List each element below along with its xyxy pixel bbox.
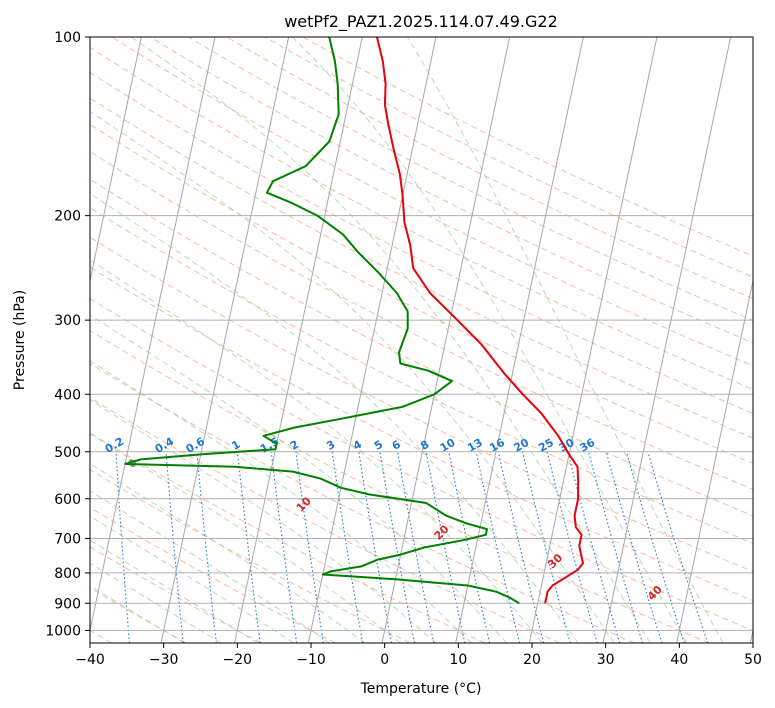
skewed-isotherms — [90, 37, 753, 643]
dewpoint-profile-line — [124, 37, 520, 605]
isotherm-line — [381, 37, 511, 643]
dry-adiabat-line — [90, 506, 336, 643]
dry-adiabat-line — [90, 469, 411, 643]
plot-frame — [89, 36, 754, 644]
mixing-ratio-line — [397, 451, 435, 643]
mixing-ratio-line — [270, 451, 298, 643]
y-tick-label: 400 — [54, 387, 81, 403]
y-tick-label: 700 — [54, 532, 81, 548]
x-tick-label: 20 — [523, 652, 541, 668]
x-tick-label: −20 — [223, 652, 253, 668]
mixing-ratio-line — [196, 451, 217, 643]
sounding-profiles — [124, 37, 584, 605]
y-tick-label: 100 — [54, 30, 81, 46]
dry-adiabat-line — [90, 207, 753, 544]
y-tick-label: 500 — [54, 445, 81, 461]
dry-adiabat-line — [90, 362, 635, 643]
plot-area: 0.20.40.611.523456810131620253036-100-90… — [90, 37, 753, 643]
moist-adiabat-line — [90, 562, 222, 643]
isotherm-line — [455, 37, 584, 643]
mixing-ratio-line — [497, 451, 545, 643]
moist-adiabat-line — [90, 433, 401, 643]
moist-adiabat-line — [90, 360, 472, 643]
moist-adiabat-line — [90, 585, 185, 643]
moist-adiabat-line — [90, 110, 615, 643]
mixing-ratio-line — [379, 451, 416, 643]
moist-adiabat-line — [130, 37, 651, 643]
y-axis-ticks: 100 200 300 400 500 600 700 800 900 1000 — [45, 30, 90, 639]
mixing-ratio-line — [236, 451, 261, 643]
dry-adiabat-line — [111, 37, 753, 367]
moist-adiabat-line — [90, 539, 258, 643]
mixing-ratio-line — [522, 451, 571, 643]
isotherm-line — [602, 37, 732, 643]
isobar-gridlines — [90, 37, 753, 631]
y-tick-label: 200 — [54, 209, 81, 225]
x-tick-label: −30 — [149, 652, 179, 668]
moist-adiabat-line — [90, 399, 437, 643]
dry-adiabat-line — [90, 178, 753, 517]
dry-adiabat-line — [90, 46, 753, 390]
mixing-ratio-line — [475, 451, 521, 643]
isotherm-line — [234, 37, 363, 643]
isotherm-line — [528, 37, 658, 643]
x-tick-label: −40 — [75, 652, 105, 668]
y-axis-label: Pressure (hPa) — [12, 290, 28, 390]
isotherm-line — [90, 37, 216, 633]
mixing-ratio-line — [625, 451, 685, 643]
dry-adiabat-line — [90, 297, 753, 631]
mixing-ratio-line — [425, 451, 466, 643]
isotherm-line — [90, 37, 142, 284]
y-tick-label: 800 — [54, 566, 81, 582]
x-axis-ticks: −40 −30 −20 −10 0 10 20 30 40 50 — [75, 643, 762, 668]
x-tick-label: 40 — [670, 652, 688, 668]
dry-adiabat-line — [226, 37, 753, 300]
mixing-ratio-line — [647, 451, 709, 643]
dry-adiabat-line — [90, 397, 560, 643]
moist-adiabat-line — [406, 37, 724, 643]
moist-adiabat-line — [90, 463, 366, 643]
x-tick-label: 0 — [380, 652, 389, 668]
x-axis-label: Temperature (°C) — [360, 681, 482, 697]
mixing-ratio-line — [546, 451, 598, 643]
y-tick-label: 900 — [54, 596, 81, 612]
mixing-ratio-line — [295, 451, 324, 643]
y-tick-label: 1000 — [45, 623, 81, 639]
isotherm-line — [160, 37, 290, 643]
isotherm-line — [676, 278, 753, 643]
mixing-ratio-line — [605, 451, 663, 643]
dry-adiabat-line — [90, 123, 753, 464]
dry-adiabat-line — [90, 587, 187, 643]
moist-adiabat-line — [90, 192, 579, 643]
x-tick-label: 50 — [744, 652, 762, 668]
temperature-profile-line — [376, 37, 584, 604]
y-tick-label: 300 — [54, 313, 81, 329]
y-tick-label: 600 — [54, 492, 81, 508]
moist-adiabat-line — [90, 490, 330, 643]
x-tick-label: 30 — [597, 652, 615, 668]
dry-adiabat-line — [90, 266, 753, 602]
isotherm-line — [307, 37, 437, 643]
moist-adiabat-line — [90, 259, 543, 643]
mixing-ratio-line — [165, 451, 184, 643]
mixing-ratio-line — [587, 451, 644, 643]
chart-title: wetPf2_PAZ1.2025.114.07.49.G22 — [284, 12, 558, 32]
dry-adiabat-line — [90, 97, 753, 439]
x-tick-label: 10 — [449, 652, 467, 668]
dry-adiabat-line — [90, 329, 710, 643]
x-tick-label: −10 — [296, 652, 326, 668]
